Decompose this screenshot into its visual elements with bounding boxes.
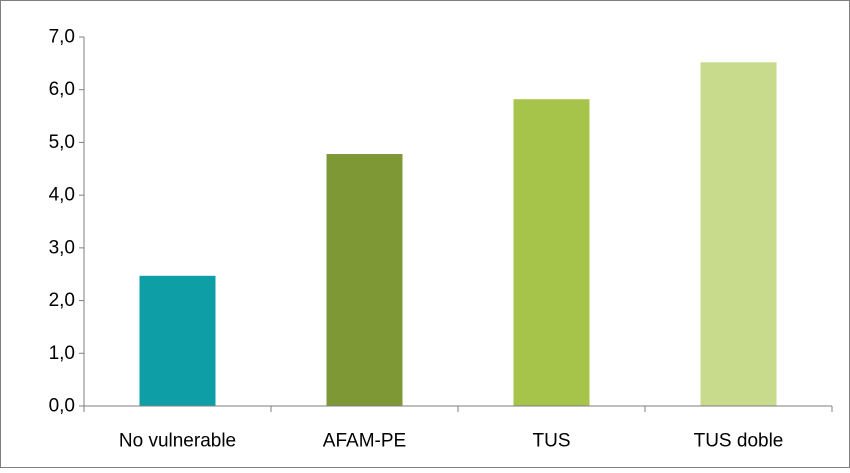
x-tick-label: AFAM-PE: [323, 431, 406, 452]
y-tick-label: 6,0: [49, 79, 75, 100]
y-tick-label: 2,0: [49, 290, 75, 311]
bar: [326, 154, 403, 406]
bar: [700, 62, 777, 406]
y-tick-label: 1,0: [49, 343, 75, 364]
y-tick-label: 5,0: [49, 132, 75, 153]
x-axis-ticks: No vulnerable AFAM-PE TUS TUS doble: [83, 406, 833, 452]
y-tick-label: 3,0: [49, 237, 75, 258]
bars: [139, 62, 777, 407]
x-tick-label: No vulnerable: [119, 431, 236, 452]
x-tick-label: TUS: [533, 431, 571, 452]
bar: [513, 99, 590, 407]
y-tick-label: 4,0: [49, 185, 75, 206]
chart-title-area: [0, 0, 850, 6]
y-tick-label: 0,0: [49, 396, 75, 417]
y-axis-ticks: 0,0 1,0 2,0 3,0 4,0 5,0 6,0 7,0: [49, 27, 84, 417]
x-tick-label: TUS doble: [694, 431, 784, 452]
bar: [139, 275, 216, 406]
y-tick-label: 7,0: [49, 27, 75, 48]
